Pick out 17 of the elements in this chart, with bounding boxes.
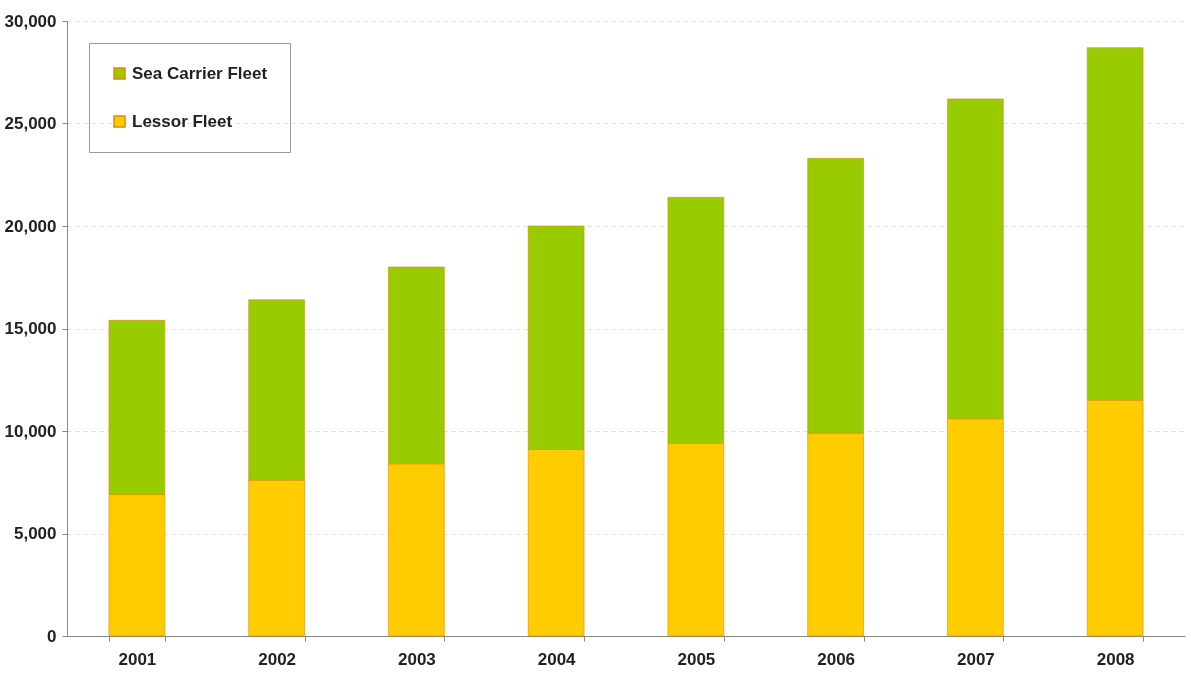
- y-tick-label: 15,000: [4, 319, 57, 338]
- y-tick-label: 25,000: [4, 114, 57, 133]
- y-tick-label: 30,000: [4, 11, 57, 31]
- x-tick-label: 2002: [258, 649, 297, 669]
- y-tick-label: 20,000: [4, 216, 57, 236]
- x-tick-label: 2003: [397, 649, 436, 669]
- x-tick-label: 2001: [118, 649, 157, 669]
- y-tick-label: 10,000: [4, 421, 57, 441]
- x-tick-label: 2006: [817, 649, 856, 669]
- x-tick-label: 2008: [1096, 649, 1135, 669]
- x-tick-label: 2004: [537, 649, 577, 669]
- legend-label: Sea Carrier Fleet: [132, 63, 268, 83]
- x-tick-label: 2007: [956, 649, 995, 669]
- y-tick-label: 0: [47, 626, 57, 646]
- y-tick-label: 5,000: [13, 524, 57, 543]
- legend-label: Lessor Fleet: [132, 111, 233, 131]
- x-tick-label: 2005: [677, 649, 716, 669]
